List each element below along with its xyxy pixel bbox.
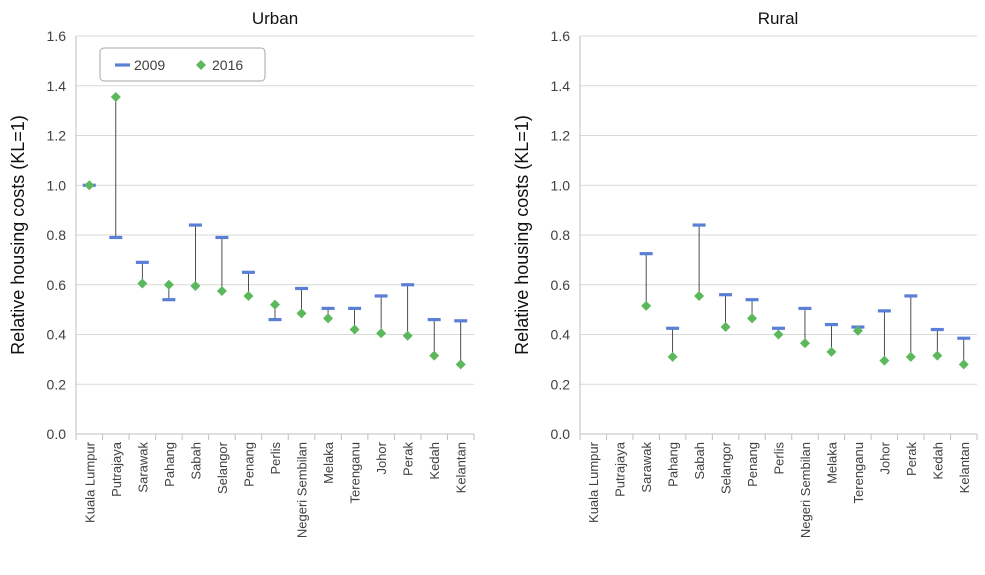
series-2016-marker: [826, 346, 837, 357]
x-category-label: Perak: [904, 442, 919, 476]
y-tick-label: 0.4: [551, 327, 571, 343]
series-2016-marker: [905, 351, 916, 362]
x-category-label: Sarawak: [639, 442, 654, 493]
series-2016-marker: [879, 355, 890, 366]
x-category-label: Pahang: [162, 442, 177, 487]
series-2016-marker: [296, 308, 307, 319]
series-2016-marker: [429, 350, 440, 361]
x-category-label: Johor: [877, 441, 892, 474]
legend-2016-swatch: [196, 60, 206, 70]
y-tick-label: 1.2: [47, 128, 67, 144]
x-category-label: Selangor: [719, 441, 734, 494]
series-2016-marker: [455, 359, 466, 370]
x-category-label: Perlis: [268, 442, 283, 475]
x-category-label: Kedah: [427, 442, 442, 480]
series-2016-marker: [852, 325, 863, 336]
y-tick-label: 1.0: [47, 177, 67, 193]
y-tick-label: 0.8: [47, 227, 67, 243]
x-category-label: Sarawak: [135, 442, 150, 493]
series-2016-marker: [747, 313, 758, 324]
series-2016-marker: [720, 322, 731, 333]
y-tick-label: 1.2: [551, 128, 571, 144]
series-2016-marker: [216, 285, 227, 296]
y-tick-label: 1.6: [551, 28, 571, 44]
y-tick-label: 0.0: [551, 426, 571, 442]
x-category-label: Kelantan: [957, 442, 972, 493]
chart-panel-urban: 0.0 0.2 0.4 0.6 0.8 1.0 1.2 1.4 1.6 Kuala Lumpur P…: [8, 9, 475, 538]
y-tick-label: 1.6: [47, 28, 67, 44]
x-category-label: Terenganu: [348, 442, 363, 503]
x-category-label: Pahang: [666, 442, 681, 487]
y-tick-label: 0.2: [47, 376, 67, 392]
series-2016-marker: [694, 290, 705, 301]
x-category-label: Perak: [401, 442, 416, 476]
series-2016-marker: [137, 278, 148, 289]
series-2016-marker: [243, 290, 254, 301]
y-tick-label: 1.0: [551, 177, 571, 193]
x-category-label: Sabah: [692, 442, 707, 480]
chart-title: Rural: [758, 9, 799, 28]
y-tick-label: 0.6: [551, 277, 571, 293]
series-2016-marker: [958, 359, 969, 370]
series-2016-marker: [932, 350, 943, 361]
series-2016-marker: [376, 328, 387, 339]
x-category-label: Negeri Sembilan: [798, 442, 813, 538]
x-category-label: Putrajaya: [109, 441, 124, 497]
x-category-label: Johor: [374, 441, 389, 474]
y-axis-label: Relative housing costs (KL=1): [512, 115, 532, 355]
x-category-label: Kuala Lumpur: [586, 441, 601, 523]
series-2016-marker: [349, 324, 360, 335]
x-category-label: Melaka: [824, 441, 839, 484]
series-2016-marker: [190, 280, 201, 291]
y-tick-label: 1.4: [551, 78, 571, 94]
series-2016-marker: [84, 180, 95, 191]
x-category-label: Perlis: [772, 442, 787, 475]
x-category-label: Kedah: [930, 442, 945, 480]
series-2016-marker: [163, 279, 174, 290]
legend-box: [99, 47, 266, 82]
y-tick-label: 0.4: [47, 327, 67, 343]
y-axis-label: Relative housing costs (KL=1): [8, 115, 28, 355]
x-category-label: Melaka: [321, 441, 336, 484]
x-category-label: Penang: [241, 442, 256, 487]
series-2016-marker: [773, 329, 784, 340]
y-tick-label: 0.8: [551, 227, 571, 243]
chart-panel-rural: 0.0 0.2 0.4 0.6 0.8 1.0 1.2 1.4 1.6 Kuala Lumpur P…: [512, 9, 978, 538]
y-tick-label: 0.6: [47, 277, 67, 293]
series-2016-marker: [402, 330, 413, 341]
series-2016-marker: [641, 300, 652, 311]
series-2016-marker: [323, 313, 334, 324]
x-category-label: Kelantan: [454, 442, 469, 493]
series-2016-marker: [110, 91, 121, 102]
x-category-label: Kuala Lumpur: [82, 441, 97, 523]
x-category-label: Sabah: [188, 442, 203, 480]
x-category-label: Terenganu: [851, 442, 866, 503]
y-tick-label: 0.0: [47, 426, 67, 442]
y-tick-label: 0.2: [551, 376, 571, 392]
legend-2016-label: 2016: [212, 57, 243, 73]
legend: 2009 2016: [99, 47, 266, 82]
x-category-label: Penang: [745, 442, 760, 487]
y-tick-label: 1.4: [47, 78, 67, 94]
series-2016-marker: [270, 299, 280, 310]
legend-2009-label: 2009: [134, 57, 165, 73]
x-category-label: Negeri Sembilan: [295, 442, 310, 538]
series-2016-marker: [667, 351, 678, 362]
series-2016-marker: [799, 338, 810, 349]
x-category-label: Putrajaya: [613, 441, 628, 497]
chart-title: Urban: [252, 9, 298, 28]
x-category-label: Selangor: [215, 441, 230, 494]
